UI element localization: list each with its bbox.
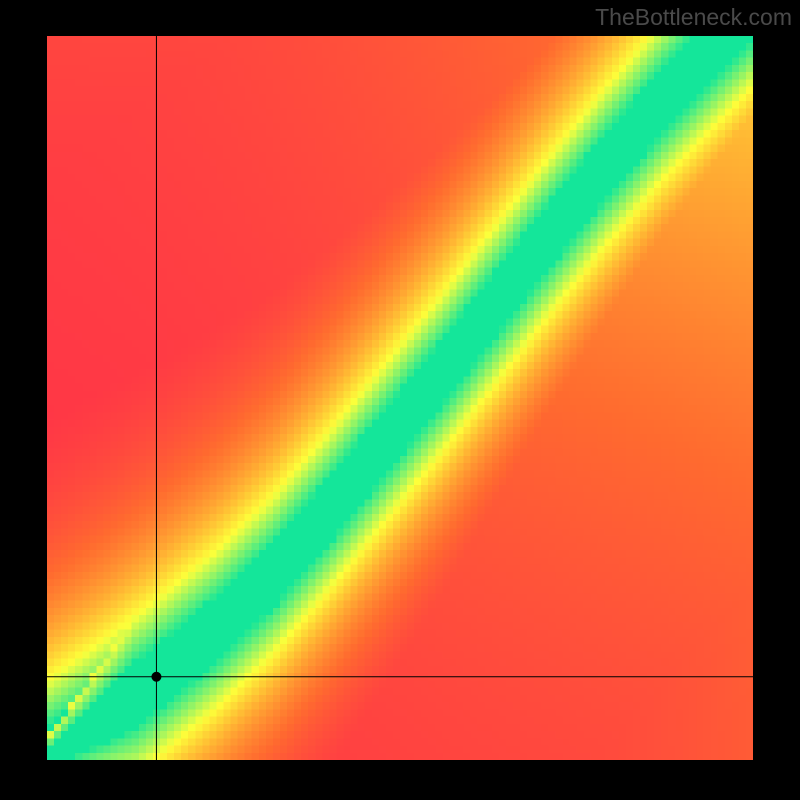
bottleneck-heatmap <box>47 36 753 760</box>
watermark-label: TheBottleneck.com <box>595 4 792 31</box>
chart-container: TheBottleneck.com <box>0 0 800 800</box>
